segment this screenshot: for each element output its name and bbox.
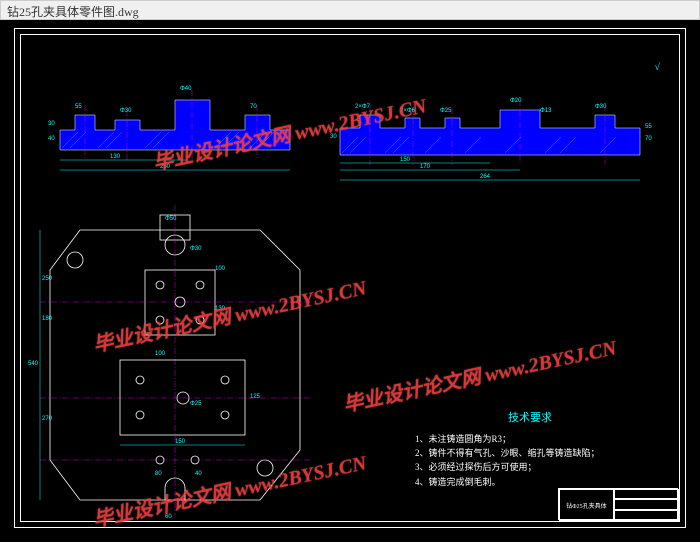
title-block: 钻Φ25孔夹具体 [558,488,678,520]
dim-264: 264 [480,174,491,180]
dim-30b: 30 [330,134,337,140]
tech-req-title: 技术要求 [415,410,645,428]
dim-540: 540 [28,361,39,367]
tech-req-4: 4、铸造完成倒毛刺。 [415,475,645,489]
tb-r3 [614,510,679,521]
dim-170: 170 [420,164,431,170]
dim-phi25: Φ25 [440,108,452,114]
dim-80: 80 [155,471,162,477]
dim-250: 250 [160,164,171,170]
dim-150b: 150 [175,439,186,445]
dim-180: 180 [42,316,53,322]
tech-requirements: 技术要求 1、未注铸造圆角为R3； 2、铸件不得有气孔、沙眼、缩孔等铸造缺陷； … [415,410,645,489]
dim-270: 270 [42,416,53,422]
cad-canvas: √ 250 130 Φ40 Φ30 70 40 30 55 [0,20,700,542]
dim-125: 125 [250,394,261,400]
dim-150: 150 [400,157,411,163]
dim-60: 60 [165,514,172,520]
dim-250b: 250 [42,276,53,282]
dim-2phi7: 2×Φ7 [355,104,371,110]
dim-phi25b: Φ25 [190,401,202,407]
dim-100: 100 [155,351,166,357]
dim-40: 40 [48,136,55,142]
dim-130: 130 [110,154,121,160]
dim-55b: 55 [645,124,652,130]
dim-phi20: Φ20 [510,98,522,104]
dim-phi40: Φ40 [180,86,192,92]
dim-100b: 100 [215,266,226,272]
dim-phi13: Φ13 [540,108,552,114]
section-view-right: 264 170 150 2×Φ7 2×Φ6 Φ25 Φ20 Φ30 Φ13 70… [330,98,652,180]
dim-phi30b: Φ30 [595,104,607,110]
tech-req-3: 3、必须经过探伤后方可使用； [415,460,645,474]
dim-30: 30 [48,121,55,127]
tech-req-2: 2、铸件不得有气孔、沙眼、缩孔等铸造缺陷； [415,446,645,460]
dim-70b: 70 [645,136,652,142]
dim-40b: 40 [195,471,202,477]
tb-r2 [614,499,679,510]
titleblock-name: 钻Φ25孔夹具体 [559,489,614,521]
window-titlebar: 钻25孔夹具体零件图.dwg [0,0,700,20]
section-view-left: 250 130 Φ40 Φ30 70 40 30 55 [48,86,290,170]
dim-70: 70 [250,104,257,110]
plan-view: 540 250 180 270 150 100 100 130 125 Φ50 … [28,205,310,520]
tb-r1 [614,489,679,499]
dim-55: 55 [75,104,82,110]
dim-phi30c: Φ30 [190,246,202,252]
dim-130b: 130 [215,306,226,312]
tech-req-1: 1、未注铸造圆角为R3； [415,432,645,446]
window-title: 钻25孔夹具体零件图.dwg [7,5,139,19]
dim-2phi6: 2×Φ6 [400,108,416,114]
dim-phi50: Φ50 [165,216,177,222]
dim-phi30: Φ30 [120,108,132,114]
